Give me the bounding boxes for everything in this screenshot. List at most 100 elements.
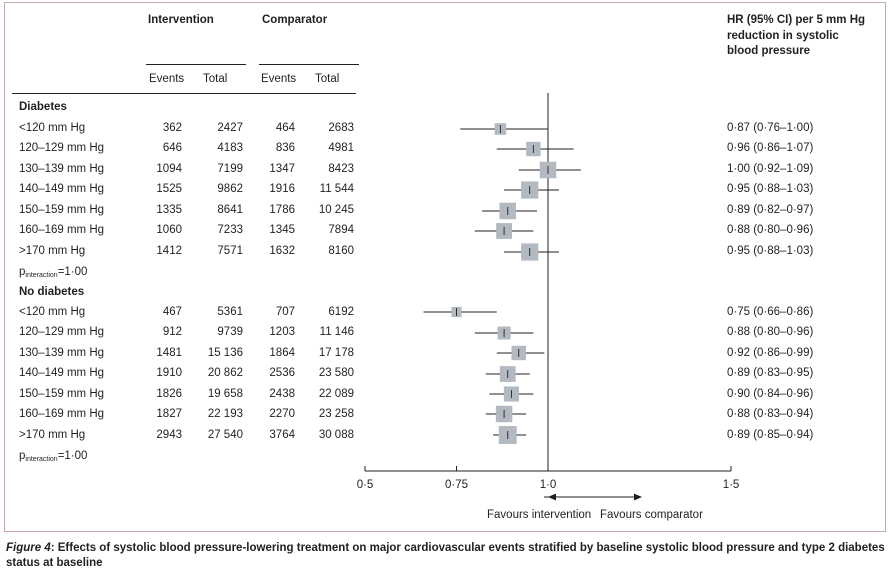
intervention-total: 8641 [217, 204, 243, 216]
intervention-events: 362 [162, 122, 182, 134]
comparator-total: 6192 [328, 306, 354, 318]
hr-ci-value: 0·90 (0·84–0·96) [727, 388, 814, 400]
comparator-total: 23 258 [318, 408, 354, 420]
comparator-events: 3764 [269, 429, 295, 441]
row-label: >170 mm Hg [19, 245, 86, 257]
hr-ci-value: 0·89 (0·85–0·94) [727, 429, 814, 441]
hr-header-line2: reduction in systolic [727, 30, 839, 42]
comparator-events: 1786 [269, 204, 295, 216]
intervention-events: 1910 [156, 367, 182, 379]
hr-ci-value: 0·75 (0·66–0·86) [727, 306, 814, 318]
intervention-total: 7233 [217, 224, 243, 236]
comparator-events: 1203 [269, 326, 295, 338]
comparator-events: 2270 [269, 408, 295, 420]
row-label: <120 mm Hg [19, 306, 86, 318]
group-title-no-diabetes: No diabetes [19, 286, 85, 298]
intervention-total: 15 136 [207, 347, 243, 359]
hr-ci-value: 0·88 (0·80–0·96) [727, 224, 814, 236]
favours-comparator-label: Favours comparator [600, 509, 703, 521]
comparator-events: 1916 [269, 183, 295, 195]
intervention-total: 5361 [217, 306, 243, 318]
row-label: 160–169 mm Hg [19, 224, 105, 236]
comparator-total: 7894 [328, 224, 354, 236]
comparator-total: 22 089 [318, 388, 354, 400]
hr-ci-value: 0·89 (0·83–0·95) [727, 367, 814, 379]
comparator-header: Comparator [262, 14, 328, 26]
intervention-events: 1525 [156, 183, 182, 195]
intervention-events: 1412 [156, 245, 182, 257]
x-tick-label: 1·0 [540, 479, 557, 491]
intervention-events: 467 [162, 306, 182, 318]
p-interaction-no-diabetes: pinteraction=1·00 [19, 450, 88, 463]
intervention-events: 1826 [156, 388, 182, 400]
intervention-events: 1335 [156, 204, 182, 216]
row-label: 140–149 mm Hg [19, 367, 105, 379]
x-tick-label: 0·5 [357, 479, 374, 491]
intervention-total: 7571 [217, 245, 243, 257]
row-label: 150–159 mm Hg [19, 388, 105, 400]
row-label: 120–129 mm Hg [19, 142, 105, 154]
figure-frame [4, 2, 886, 532]
row-label: 160–169 mm Hg [19, 408, 105, 420]
intervention-total: 19 658 [207, 388, 243, 400]
row-label: >170 mm Hg [19, 429, 86, 441]
total-header-intervention: Total [203, 73, 228, 85]
intervention-rule [146, 64, 246, 65]
comparator-total: 11 146 [319, 326, 354, 338]
intervention-total: 27 540 [207, 429, 243, 441]
intervention-events: 1827 [156, 408, 182, 420]
comparator-total: 4981 [328, 142, 354, 154]
comparator-events: 2438 [269, 388, 295, 400]
comparator-total: 8160 [328, 245, 354, 257]
comparator-events: 707 [275, 306, 295, 318]
hr-ci-value: 0·88 (0·83–0·94) [727, 408, 814, 420]
hr-ci-value: 0·87 (0·76–1·00) [727, 122, 814, 134]
x-tick-label: 0·75 [445, 479, 468, 491]
row-label: 130–139 mm Hg [19, 163, 105, 175]
hr-ci-value: 0·95 (0·88–1·03) [727, 183, 814, 195]
row-label: 130–139 mm Hg [19, 347, 105, 359]
comparator-events: 836 [275, 142, 295, 154]
comparator-events: 464 [275, 122, 295, 134]
intervention-total: 22 193 [207, 408, 243, 420]
intervention-total: 9862 [217, 183, 243, 195]
comparator-events: 2536 [269, 367, 295, 379]
events-header-comparator: Events [261, 73, 297, 85]
group-title-diabetes: Diabetes [19, 101, 67, 113]
header-bottom-rule [12, 93, 356, 94]
intervention-events: 1060 [156, 224, 182, 236]
comparator-events: 1345 [269, 224, 295, 236]
comparator-events: 1632 [269, 245, 295, 257]
hr-ci-value: 0·88 (0·80–0·96) [727, 326, 814, 338]
x-tick-label: 1·5 [723, 479, 740, 491]
row-label: 150–159 mm Hg [19, 204, 105, 216]
comparator-events: 1347 [269, 163, 295, 175]
intervention-events: 2943 [156, 429, 182, 441]
comparator-total: 2683 [328, 122, 354, 134]
comparator-total: 23 580 [318, 367, 354, 379]
hr-ci-value: 0·92 (0·86–0·99) [727, 347, 814, 359]
hr-ci-value: 0·95 (0·88–1·03) [727, 245, 814, 257]
favours-intervention-label: Favours intervention [487, 509, 592, 521]
hr-ci-value: 0·96 (0·86–1·07) [727, 142, 814, 154]
row-label: 140–149 mm Hg [19, 183, 105, 195]
hr-ci-value: 0·89 (0·82–0·97) [727, 204, 814, 216]
comparator-total: 17 178 [318, 347, 354, 359]
row-label: <120 mm Hg [19, 122, 86, 134]
intervention-total: 9739 [217, 326, 243, 338]
hr-ci-value: 1·00 (0·92–1·09) [727, 163, 814, 175]
comparator-total: 8423 [328, 163, 354, 175]
intervention-events: 646 [162, 142, 182, 154]
intervention-total: 7199 [217, 163, 243, 175]
p-interaction-diabetes: pinteraction=1·00 [19, 266, 88, 279]
intervention-events: 1481 [156, 347, 182, 359]
right-arrow-head-icon [634, 493, 642, 501]
intervention-header: Intervention [148, 14, 214, 26]
intervention-total: 2427 [217, 122, 243, 134]
hr-header-line3: blood pressure [727, 45, 811, 57]
comparator-rule [259, 64, 359, 65]
events-header-intervention: Events [149, 73, 185, 85]
comparator-total: 11 544 [319, 183, 354, 195]
hr-header-line1: HR (95% CI) per 5 mm Hg [727, 14, 866, 26]
